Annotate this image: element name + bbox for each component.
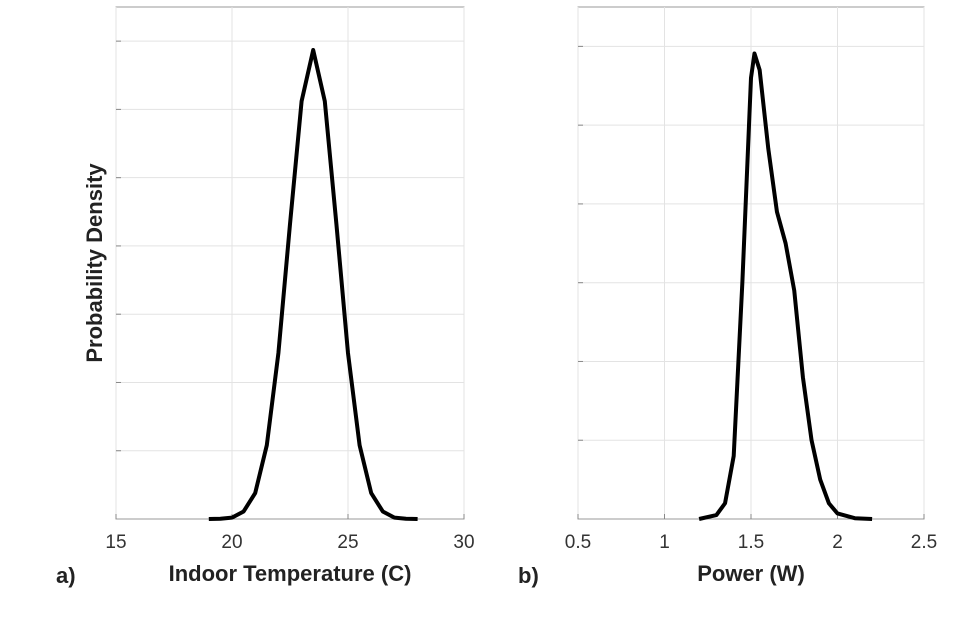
x-tick-label: 25 (337, 532, 358, 553)
x-axis-label: Power (W) (697, 561, 805, 586)
x-tick-label: 0.5 (565, 532, 591, 553)
plot-area (115, 6, 465, 520)
x-tick-label: 30 (453, 532, 474, 553)
x-tick-label: 2.5 (911, 532, 937, 553)
density-line (698, 51, 873, 521)
x-axis-label: Indoor Temperature (C) (169, 561, 412, 586)
panel-label: a) (56, 563, 76, 588)
x-tick-label: 1.5 (738, 532, 764, 553)
x-tick-label: 1 (659, 532, 670, 553)
x-tick-label: 20 (221, 532, 242, 553)
y-axis-label: Probability Density (82, 163, 107, 363)
density-line (208, 48, 418, 521)
panel-label: b) (518, 563, 539, 588)
x-tick-label: 15 (105, 532, 126, 553)
x-tick-label: 2 (832, 532, 843, 553)
